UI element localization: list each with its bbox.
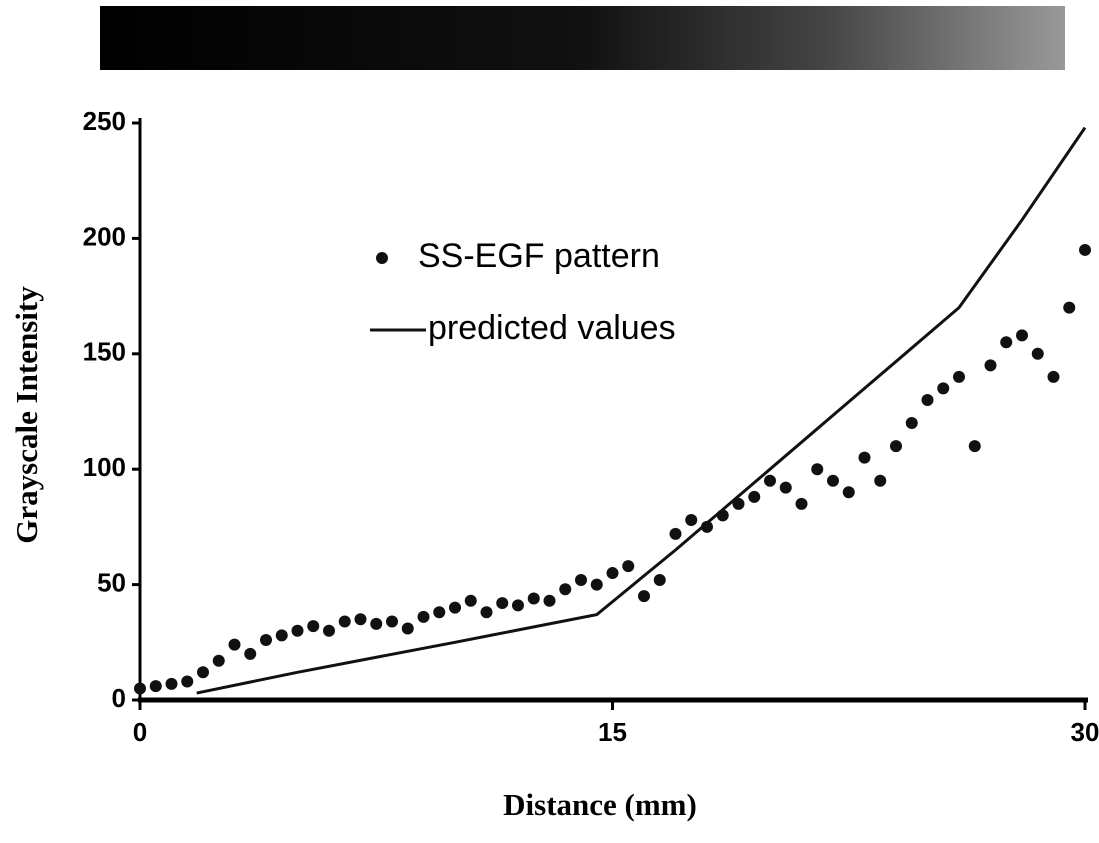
y-axis-label: Grayscale Intensity [9,286,44,544]
x-axis-label: Distance (mm) [503,787,697,822]
data-point [134,682,146,694]
y-tick-label: 0 [112,683,126,713]
x-tick-label: 15 [598,717,627,747]
data-point [559,583,571,595]
data-point [197,666,209,678]
legend-label: SS-EGF pattern [418,237,660,275]
y-tick-label: 200 [83,221,126,251]
data-point [1032,348,1044,360]
data-point [780,482,792,494]
data-point [1016,329,1028,341]
legend-label: predicted values [428,309,676,347]
data-point [985,359,997,371]
data-point [418,611,430,623]
y-tick-label: 150 [83,337,126,367]
data-point [181,676,193,688]
data-point [827,475,839,487]
data-point [937,382,949,394]
data-point [843,486,855,498]
data-point [323,625,335,637]
data-point [449,602,461,614]
data-point [465,595,477,607]
line-series [197,128,1085,693]
data-point [748,491,760,503]
legend-swatch [376,252,388,264]
data-point [638,590,650,602]
data-point [874,475,886,487]
data-point [402,622,414,634]
data-point [260,634,272,646]
data-point [575,574,587,586]
data-point [512,599,524,611]
data-point [386,616,398,628]
data-point [969,440,981,452]
data-point [796,498,808,510]
data-point [591,579,603,591]
data-point [166,678,178,690]
data-point [544,595,556,607]
data-point [811,463,823,475]
data-point [433,606,445,618]
data-point [150,680,162,692]
data-point [496,597,508,609]
data-point [276,629,288,641]
data-point [339,616,351,628]
x-tick-label: 30 [1071,717,1099,747]
data-point [370,618,382,630]
data-point [654,574,666,586]
data-point [922,394,934,406]
chart: Grayscale Intensity Distance (mm) 0 50 100… [0,0,1099,838]
data-point [292,625,304,637]
data-point [213,655,225,667]
data-point [607,567,619,579]
data-point [764,475,776,487]
data-point [528,592,540,604]
data-point [890,440,902,452]
data-point [1000,336,1012,348]
data-point [906,417,918,429]
data-point [355,613,367,625]
data-point [1063,302,1075,314]
data-point [859,452,871,464]
data-point [481,606,493,618]
data-point [1079,244,1091,256]
y-tick-label: 50 [97,567,126,597]
x-tick-label: 0 [133,717,147,747]
data-point [622,560,634,572]
data-point [953,371,965,383]
data-point [685,514,697,526]
y-tick-label: 250 [83,106,126,136]
gradient-strip [100,6,1065,70]
data-point [229,639,241,651]
data-point [1048,371,1060,383]
data-point [244,648,256,660]
data-point [670,528,682,540]
y-tick-label: 100 [83,452,126,482]
data-point [307,620,319,632]
